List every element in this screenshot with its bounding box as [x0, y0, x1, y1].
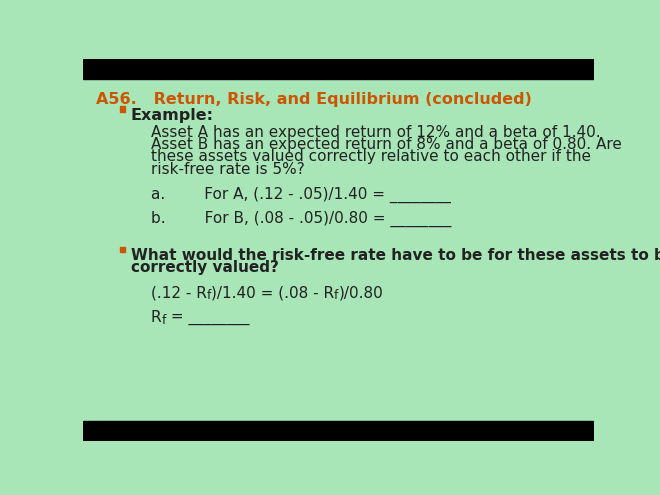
- Text: A56.   Return, Risk, and Equilibrium (concluded): A56. Return, Risk, and Equilibrium (conc…: [96, 92, 533, 107]
- Text: (.12 - R: (.12 - R: [150, 285, 207, 300]
- Text: f: f: [161, 314, 166, 327]
- Text: risk-free rate is 5%?: risk-free rate is 5%?: [150, 162, 304, 177]
- Text: correctly valued?: correctly valued?: [131, 260, 279, 275]
- Text: f: f: [334, 289, 339, 302]
- Bar: [119, 106, 125, 112]
- Text: a.        For A, (.12 - .05)/1.40 = ________: a. For A, (.12 - .05)/1.40 = ________: [150, 187, 451, 202]
- Text: these assets valued correctly relative to each other if the: these assets valued correctly relative t…: [150, 149, 591, 164]
- Text: f: f: [207, 289, 211, 302]
- Text: What would the risk-free rate have to be for these assets to be: What would the risk-free rate have to be…: [131, 248, 660, 263]
- Text: R: R: [150, 310, 161, 325]
- Text: Asset B has an expected return of 8% and a beta of 0.80. Are: Asset B has an expected return of 8% and…: [150, 137, 622, 152]
- Text: Asset A has an expected return of 12% and a beta of 1.40.: Asset A has an expected return of 12% an…: [150, 125, 601, 140]
- Bar: [82, 421, 594, 441]
- Text: )/0.80: )/0.80: [339, 285, 383, 300]
- Bar: [82, 59, 594, 79]
- Text: )/1.40 = (.08 - R: )/1.40 = (.08 - R: [211, 285, 334, 300]
- Text: b.        For B, (.08 - .05)/0.80 = ________: b. For B, (.08 - .05)/0.80 = ________: [150, 211, 451, 227]
- Bar: [119, 247, 125, 252]
- Text: = ________: = ________: [166, 310, 249, 325]
- Text: Example:: Example:: [131, 108, 214, 123]
